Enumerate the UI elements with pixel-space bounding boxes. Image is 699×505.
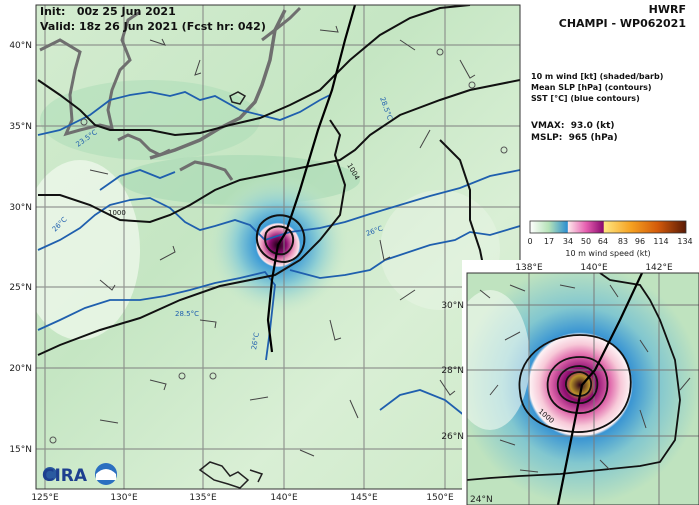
svg-text:130°E: 130°E	[110, 493, 138, 503]
legend-sst: SST [°C] (blue contours)	[531, 94, 640, 103]
legend: 10 m wind [kt] (shaded/barb) Mean SLP [h…	[531, 72, 663, 143]
svg-text:40°N: 40°N	[9, 41, 32, 51]
init-time: Init: 00z 25 Jun 2021	[40, 5, 176, 18]
inset-storm-track	[556, 273, 643, 505]
svg-text:140°E: 140°E	[580, 263, 608, 273]
svg-text:83: 83	[618, 237, 628, 246]
mslp-value: MSLP: 965 (hPa)	[531, 133, 618, 143]
svg-text:30°N: 30°N	[9, 203, 32, 213]
colorbar-label: 10 m wind speed (kt)	[565, 249, 650, 258]
svg-text:15°N: 15°N	[9, 445, 32, 455]
colorbar	[529, 220, 687, 234]
sst-label: 26°C	[250, 332, 261, 351]
colorbar-ticks: 0 17 34 50 64 83 96 114 134	[527, 237, 692, 246]
svg-text:24°N: 24°N	[470, 495, 493, 505]
svg-text:35°N: 35°N	[9, 122, 32, 132]
svg-text:142°E: 142°E	[645, 263, 673, 273]
svg-text:20°N: 20°N	[9, 364, 32, 374]
svg-text:134: 134	[677, 237, 692, 246]
svg-text:96: 96	[635, 237, 645, 246]
valid-time: Valid: 18z 26 Jun 2021 (Fcst hr: 042)	[40, 20, 266, 33]
cira-logo: CIRA	[42, 466, 88, 486]
legend-slp: Mean SLP [hPa] (contours)	[531, 83, 652, 92]
legend-wind: 10 m wind [kt] (shaded/barb)	[531, 72, 663, 81]
slp-contours	[37, 5, 520, 356]
svg-text:28°N: 28°N	[441, 366, 464, 376]
svg-text:114: 114	[653, 237, 668, 246]
calm-markers	[49, 48, 508, 444]
sst-contours	[37, 91, 520, 421]
inset-map: 1000	[467, 273, 699, 505]
svg-text:34: 34	[563, 237, 573, 246]
inset-graticule	[467, 273, 699, 505]
storm-track	[266, 5, 357, 353]
svg-text:25°N: 25°N	[9, 283, 32, 293]
inset-lat-labels: 30°N 28°N 26°N 24°N	[441, 301, 492, 505]
svg-text:140°E: 140°E	[270, 493, 298, 503]
graticule	[36, 5, 520, 489]
svg-text:135°E: 135°E	[189, 493, 217, 503]
svg-text:CIRA: CIRA	[42, 466, 88, 486]
svg-text:145°E: 145°E	[350, 493, 378, 503]
svg-text:26°N: 26°N	[441, 432, 464, 442]
noaa-logo	[95, 463, 117, 485]
slp-label: 1000	[108, 209, 126, 217]
svg-text:17: 17	[544, 237, 554, 246]
main-lon-labels: 125°E 130°E 135°E 140°E 145°E 150°E	[31, 493, 454, 503]
storm-name: CHAMPI - WP062021	[559, 17, 686, 30]
vmax-value: VMAX: 93.0 (kt)	[531, 121, 615, 131]
svg-text:0: 0	[527, 237, 532, 246]
main-map-frame	[35, 4, 521, 490]
svg-text:64: 64	[598, 237, 608, 246]
svg-text:50: 50	[581, 237, 591, 246]
main-map: 23.5°C 26°C 28.5°C 26°C 1004 1000 26°C 2…	[36, 5, 520, 489]
model-name: HWRF	[649, 3, 686, 16]
sst-label: 28.5°C	[175, 310, 199, 318]
svg-text:125°E: 125°E	[31, 493, 59, 503]
coastline	[39, 6, 302, 181]
inset-frame	[466, 272, 699, 505]
inset-slp-contours	[467, 273, 681, 481]
svg-text:138°E: 138°E	[515, 263, 543, 273]
inset-lon-labels: 138°E 140°E 142°E	[515, 263, 673, 273]
inset-wind-barbs	[479, 284, 691, 473]
svg-text:150°E: 150°E	[426, 493, 454, 503]
svg-text:30°N: 30°N	[441, 301, 464, 311]
islands	[198, 91, 264, 489]
main-lat-labels: 40°N 35°N 30°N 25°N 20°N 15°N	[9, 41, 32, 455]
